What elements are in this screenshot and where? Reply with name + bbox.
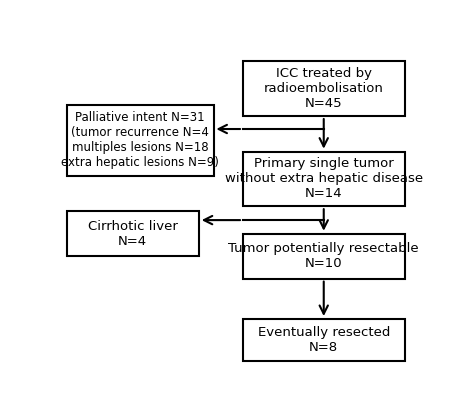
FancyBboxPatch shape — [243, 319, 405, 361]
Text: Cirrhotic liver
N=4: Cirrhotic liver N=4 — [88, 219, 178, 247]
FancyBboxPatch shape — [243, 61, 405, 116]
Text: Eventually resected
N=8: Eventually resected N=8 — [257, 326, 390, 354]
Text: ICC treated by
radioembolisation
N=45: ICC treated by radioembolisation N=45 — [264, 67, 383, 110]
FancyBboxPatch shape — [66, 105, 213, 176]
FancyBboxPatch shape — [66, 211, 199, 256]
Text: Tumor potentially resectable
N=10: Tumor potentially resectable N=10 — [228, 242, 419, 270]
Text: Primary single tumor
without extra hepatic disease
N=14: Primary single tumor without extra hepat… — [225, 158, 423, 200]
FancyBboxPatch shape — [243, 152, 405, 206]
FancyBboxPatch shape — [243, 234, 405, 279]
Text: Palliative intent N=31
(tumor recurrence N=4
multiples lesions N=18
extra hepati: Palliative intent N=31 (tumor recurrence… — [61, 111, 219, 169]
